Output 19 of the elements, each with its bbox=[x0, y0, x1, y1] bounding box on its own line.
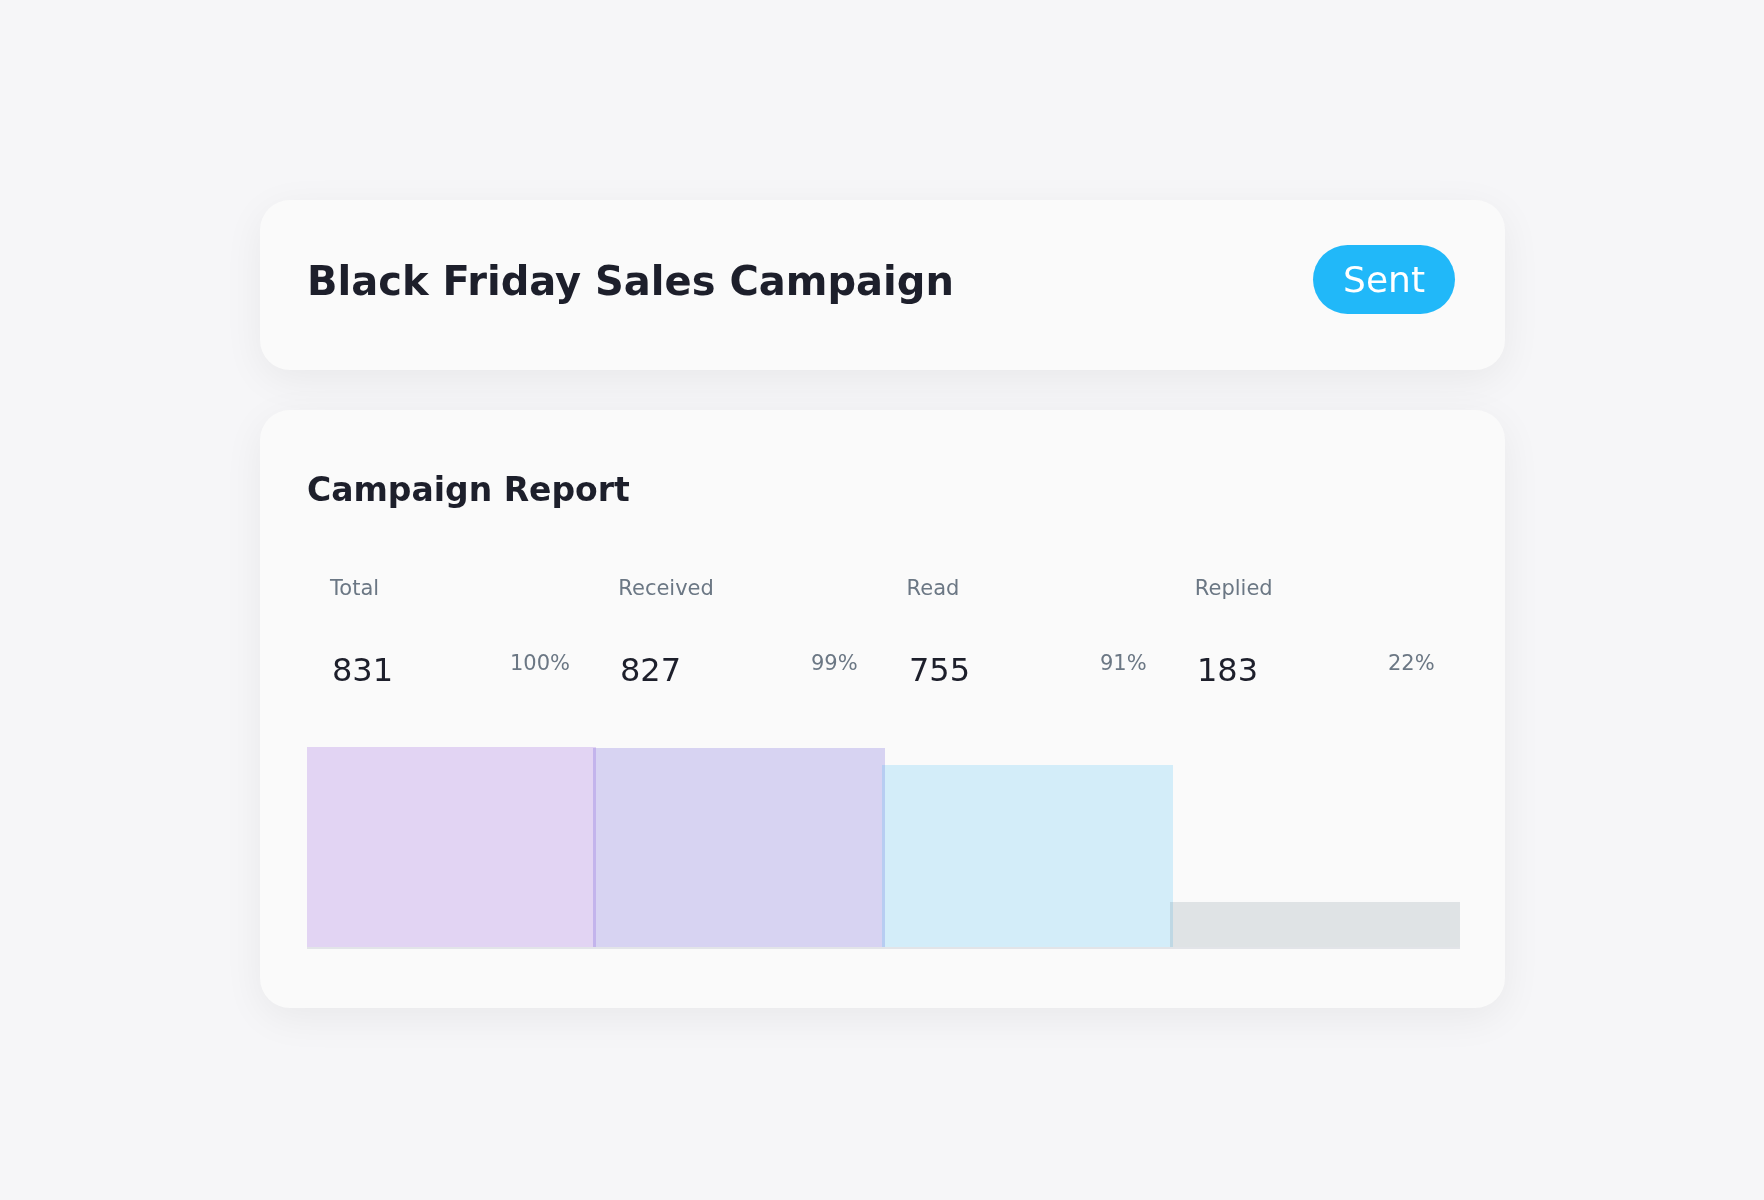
chart-subtitle: Campaign Report bbox=[307, 470, 630, 509]
text: 100% bbox=[510, 651, 571, 675]
chart-title: Black Friday Sales Campaign bbox=[307, 258, 954, 304]
bar bbox=[1170, 902, 1460, 948]
text: 99% bbox=[811, 651, 858, 675]
text: 91% bbox=[1100, 651, 1147, 675]
x-tick-label: Replied bbox=[1194, 575, 1273, 600]
bar bbox=[882, 765, 1173, 948]
data-label: 827 bbox=[620, 651, 682, 689]
status-badge: Sent bbox=[1313, 245, 1455, 314]
text: 22% bbox=[1388, 651, 1435, 675]
data-label: 183 bbox=[1197, 651, 1259, 689]
x-tick-label: Total bbox=[329, 575, 380, 600]
bar bbox=[307, 747, 596, 948]
data-label: 755 bbox=[909, 651, 971, 689]
data-label: 831 bbox=[332, 651, 394, 689]
bar bbox=[593, 748, 885, 948]
x-tick-label: Received bbox=[618, 575, 714, 600]
x-tick-label: Read bbox=[906, 575, 960, 600]
